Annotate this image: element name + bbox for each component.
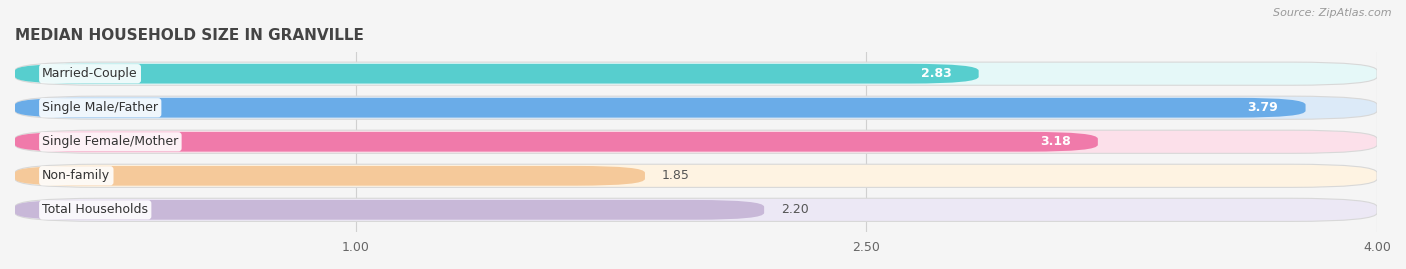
Text: Source: ZipAtlas.com: Source: ZipAtlas.com [1274, 8, 1392, 18]
FancyBboxPatch shape [15, 130, 1376, 153]
Text: Single Female/Mother: Single Female/Mother [42, 135, 179, 148]
Text: Single Male/Father: Single Male/Father [42, 101, 159, 114]
FancyBboxPatch shape [15, 200, 763, 220]
FancyBboxPatch shape [15, 64, 979, 84]
FancyBboxPatch shape [15, 96, 1376, 119]
Text: 1.85: 1.85 [662, 169, 690, 182]
Text: 3.18: 3.18 [1040, 135, 1070, 148]
FancyBboxPatch shape [15, 132, 1098, 152]
Text: MEDIAN HOUSEHOLD SIZE IN GRANVILLE: MEDIAN HOUSEHOLD SIZE IN GRANVILLE [15, 29, 364, 44]
Text: 3.79: 3.79 [1247, 101, 1278, 114]
FancyBboxPatch shape [15, 98, 1306, 118]
FancyBboxPatch shape [15, 166, 645, 186]
Text: Non-family: Non-family [42, 169, 110, 182]
FancyBboxPatch shape [15, 164, 1376, 187]
Text: Total Households: Total Households [42, 203, 148, 216]
Text: 2.83: 2.83 [921, 67, 952, 80]
FancyBboxPatch shape [15, 198, 1376, 221]
Text: 2.20: 2.20 [782, 203, 808, 216]
Text: Married-Couple: Married-Couple [42, 67, 138, 80]
FancyBboxPatch shape [15, 62, 1376, 85]
